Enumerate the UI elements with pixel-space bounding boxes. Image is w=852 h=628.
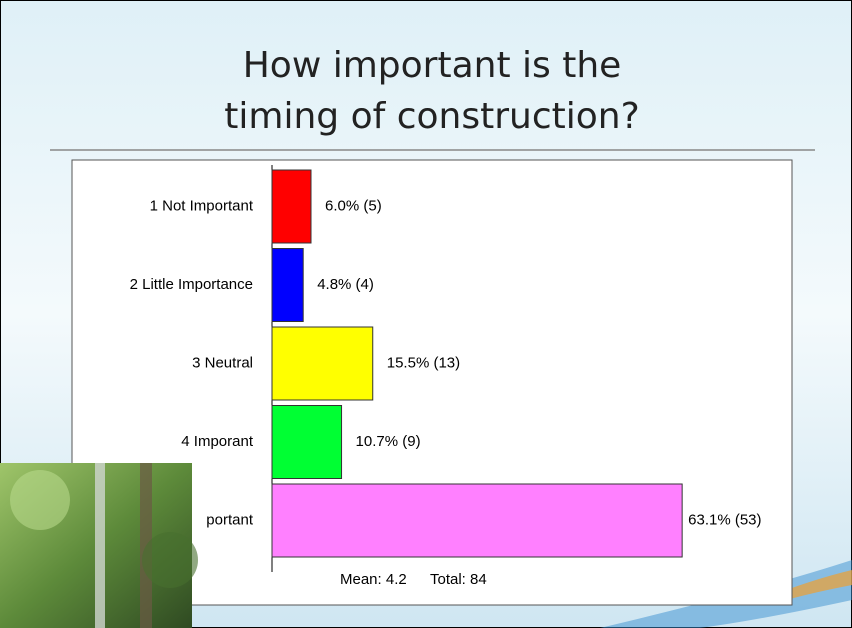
bar xyxy=(271,483,683,558)
bar xyxy=(271,405,343,479)
value-label: 63.1% (53) xyxy=(688,511,761,528)
value-label: 10.7% (9) xyxy=(356,433,421,450)
bar xyxy=(271,326,374,401)
photo xyxy=(0,463,198,628)
photo-trunk xyxy=(95,463,105,628)
value-label: 6.0% (5) xyxy=(325,197,382,214)
category-label: portant xyxy=(206,511,254,528)
photo-foliage xyxy=(142,532,198,588)
value-label: 4.8% (4) xyxy=(317,276,374,293)
title-line: How important is the xyxy=(243,45,622,86)
category-label: 3 Neutral xyxy=(192,354,253,371)
photo-foliage xyxy=(10,470,70,530)
category-label: 1 Not Important xyxy=(150,197,254,214)
swoosh xyxy=(600,560,852,628)
plot: 1 Not Important 6.0% (5) 2 Little Importan… xyxy=(130,169,762,558)
footer-total: Total: 84 xyxy=(430,571,487,588)
footer-mean: Mean: 4.2 xyxy=(340,571,407,588)
bar xyxy=(271,248,304,322)
title-line: timing of construction? xyxy=(224,96,639,137)
category-label: 4 Imporant xyxy=(181,433,254,450)
photo-trunk xyxy=(140,463,152,628)
bar xyxy=(271,169,312,244)
value-label: 15.5% (13) xyxy=(387,354,460,371)
category-label: 2 Little Importance xyxy=(130,276,253,293)
